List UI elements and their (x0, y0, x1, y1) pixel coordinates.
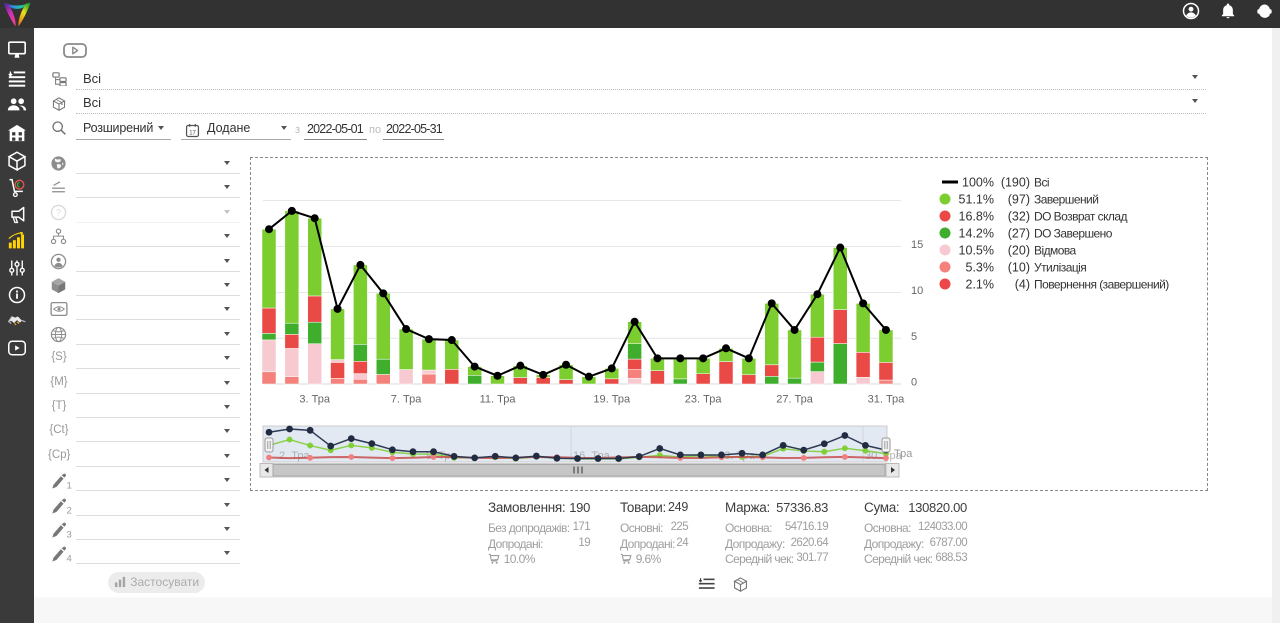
svg-text:0: 0 (911, 377, 917, 389)
svg-text:(97): (97) (1008, 193, 1030, 207)
svg-text:19. Тра: 19. Тра (593, 394, 631, 406)
svg-text:31. Тра: 31. Тра (868, 394, 906, 406)
svg-text:Тра: Тра (894, 448, 913, 460)
svg-text:15: 15 (911, 239, 923, 251)
svg-text:3: 3 (67, 530, 72, 540)
svg-text:5.3%: 5.3% (966, 261, 995, 275)
svg-text:(20): (20) (1008, 244, 1030, 258)
svg-text:(190): (190) (1001, 176, 1030, 190)
svg-text:(27): (27) (1008, 227, 1030, 241)
svg-text:17: 17 (189, 130, 196, 136)
svg-text:51.1%: 51.1% (959, 193, 994, 207)
svg-text:?: ? (56, 208, 61, 218)
svg-text:11. Тра: 11. Тра (480, 394, 517, 406)
svg-text:2.1%: 2.1% (966, 278, 995, 292)
svg-text:14.2%: 14.2% (959, 227, 994, 241)
svg-text:10.5%: 10.5% (959, 244, 994, 258)
svg-text:10: 10 (911, 285, 923, 297)
svg-text:Завершений: Завершений (1034, 193, 1098, 207)
svg-text:2. Тра: 2. Тра (279, 450, 310, 462)
svg-text:Повернення (завершений): Повернення (завершений) (1034, 278, 1169, 292)
svg-text:2: 2 (67, 506, 72, 516)
svg-text:Всі: Всі (1034, 176, 1049, 190)
svg-text:23. Тра: 23. Тра (685, 394, 723, 406)
svg-text:(32): (32) (1008, 210, 1030, 224)
svg-text:3. Тра: 3. Тра (299, 394, 330, 406)
svg-text:Відмова: Відмова (1034, 244, 1077, 258)
svg-text:Утилізація: Утилізація (1034, 261, 1086, 275)
svg-text:100%: 100% (962, 176, 994, 190)
svg-text:1: 1 (67, 481, 72, 491)
svg-text:27. Тра: 27. Тра (776, 394, 814, 406)
svg-text:4: 4 (67, 554, 72, 564)
svg-text:16.8%: 16.8% (959, 210, 994, 224)
svg-text:7. Тра: 7. Тра (391, 394, 422, 406)
svg-text:(4): (4) (1015, 278, 1030, 292)
svg-text:DO Завершено: DO Завершено (1034, 227, 1113, 241)
svg-text:30. Тра: 30. Тра (865, 450, 903, 462)
svg-text:DO Возврат склад: DO Возврат склад (1034, 210, 1127, 224)
svg-text:5: 5 (911, 331, 917, 343)
svg-text:(10): (10) (1008, 261, 1030, 275)
